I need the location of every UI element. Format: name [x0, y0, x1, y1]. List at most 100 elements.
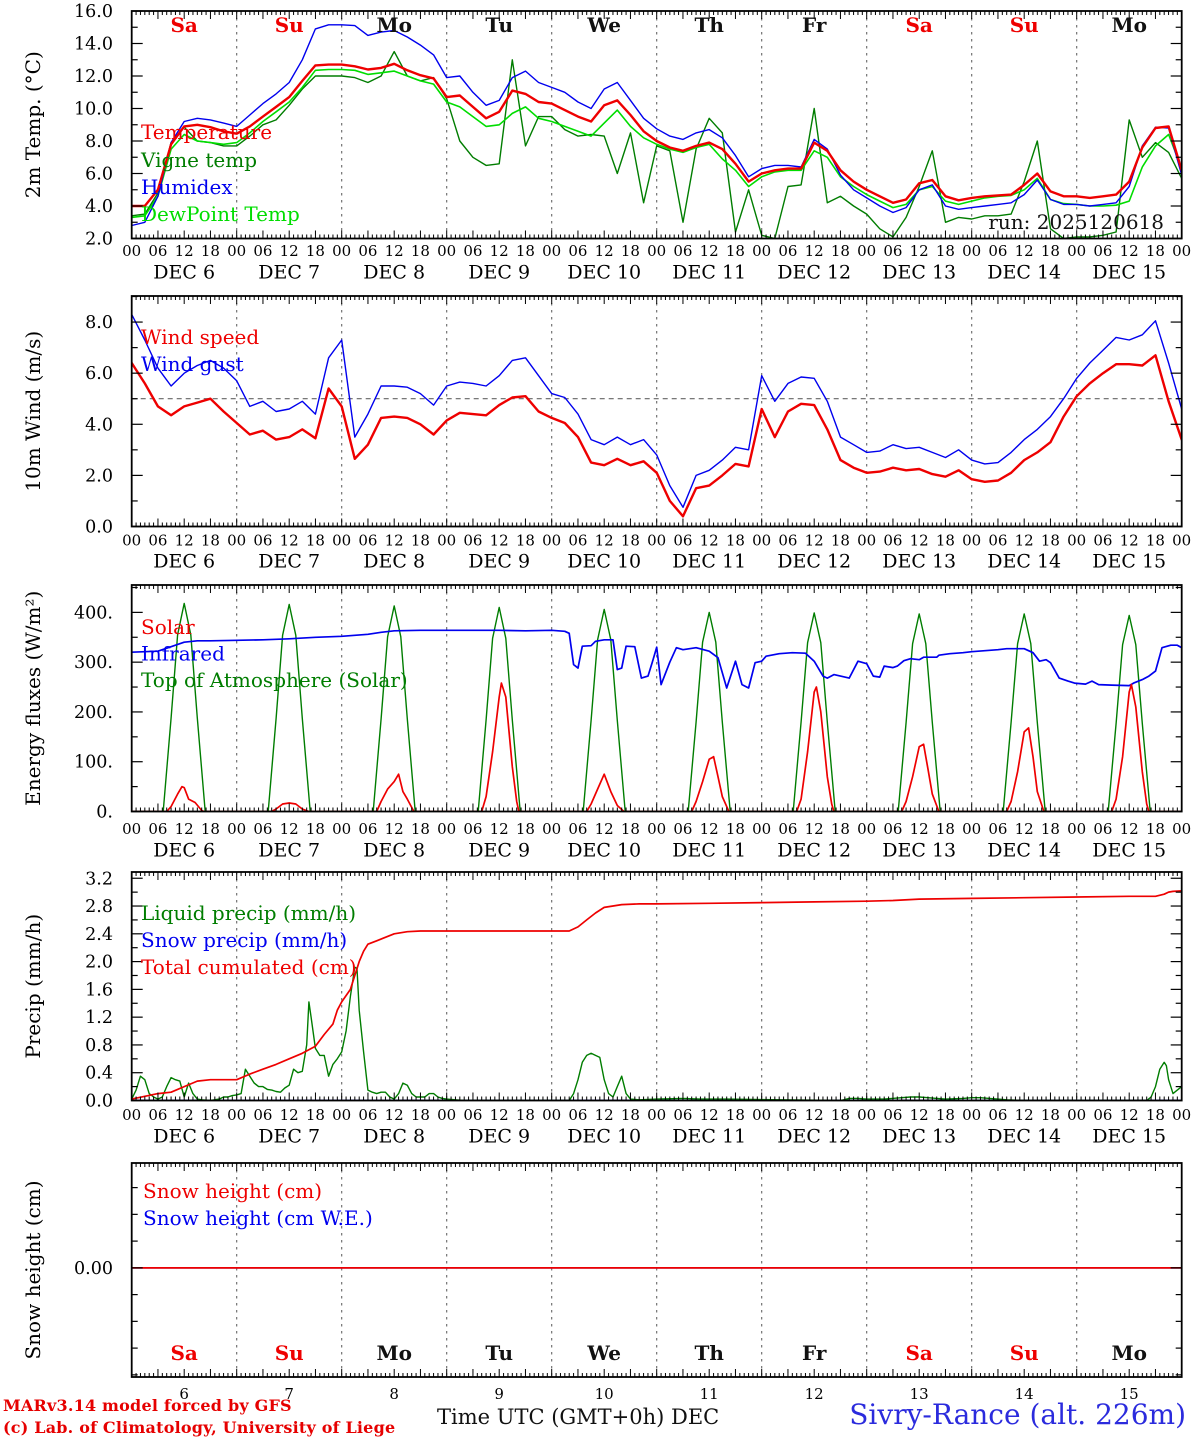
hour-label: 18 — [516, 242, 535, 260]
ytick-label: 1.2 — [85, 1008, 113, 1028]
hour-label: 06 — [568, 532, 587, 550]
date-label: DEC 14 — [987, 262, 1061, 284]
hour-label: 18 — [516, 1106, 535, 1124]
ytick-label: 3.2 — [85, 869, 113, 889]
date-label: DEC 11 — [672, 262, 746, 284]
hour-label: 06 — [463, 532, 482, 550]
day-number-label: 15 — [1120, 1385, 1139, 1403]
panel-precip: 3.2 2.8 2.4 2.0 1.6 1.2 0.8 0.4 0.0 Precip (mm/h)… — [21, 869, 1191, 1147]
day-number-label: 11 — [700, 1385, 719, 1403]
hour-label: 06 — [463, 242, 482, 260]
hour-label: 12 — [1120, 1106, 1139, 1124]
hour-label: 18 — [1146, 242, 1165, 260]
legend-snow-1: Snow height (cm W.E.) — [143, 1206, 373, 1230]
hour-label: 12 — [595, 820, 614, 838]
hour-label: 12 — [700, 820, 719, 838]
series-temperature — [131, 62, 1182, 208]
date-label: DEC 8 — [363, 551, 425, 573]
hour-label: 00 — [542, 242, 561, 260]
date-label: DEC 15 — [1092, 262, 1166, 284]
hour-label: 06 — [148, 242, 167, 260]
weekday-label: Fr — [802, 1341, 827, 1365]
hour-label: 18 — [201, 820, 220, 838]
series-liquid-precip — [131, 966, 1182, 1101]
hour-label: 00 — [437, 242, 456, 260]
date-label: DEC 12 — [777, 840, 851, 862]
hour-label: 18 — [306, 1106, 325, 1124]
day-number-label: 14 — [1015, 1385, 1034, 1403]
hour-label: 06 — [358, 1106, 377, 1124]
ytick-label: 14.0 — [74, 35, 113, 55]
hour-label: 00 — [1172, 242, 1191, 260]
date-label: DEC 7 — [258, 840, 320, 862]
hour-label: 18 — [306, 532, 325, 550]
ytick-label: 0.4 — [85, 1064, 113, 1084]
hour-label: 00 — [332, 1106, 351, 1124]
weekday-label: Su — [275, 1341, 304, 1365]
hour-label: 06 — [1093, 820, 1112, 838]
y-axis-title-energy: Energy fluxes (W/m²) — [21, 591, 45, 806]
hour-label: 12 — [490, 1106, 509, 1124]
hour-label: 12 — [805, 820, 824, 838]
hour-label: 12 — [700, 532, 719, 550]
date-label: DEC 15 — [1092, 840, 1166, 862]
hour-label: 00 — [332, 820, 351, 838]
date-label: DEC 6 — [153, 262, 215, 284]
hour-label: 06 — [988, 242, 1007, 260]
hour-label: 00 — [332, 532, 351, 550]
hour-label: 06 — [253, 242, 272, 260]
hour-label: 18 — [411, 1106, 430, 1124]
ytick-label: 10.0 — [74, 100, 113, 120]
hour-label: 18 — [201, 242, 220, 260]
date-label: DEC 13 — [882, 551, 956, 573]
hour-label: 12 — [700, 1106, 719, 1124]
hour-label: 00 — [1067, 820, 1086, 838]
station-label: Sivry-Rance (alt. 226m) — [849, 1398, 1186, 1431]
weekday-label: Tu — [485, 1341, 513, 1365]
legend-energy-0: Solar — [141, 615, 195, 639]
ytick-label: 16.0 — [74, 2, 113, 22]
date-label: DEC 14 — [987, 1126, 1061, 1148]
hour-label: 12 — [385, 532, 404, 550]
date-label: DEC 9 — [468, 551, 530, 573]
hour-label: 18 — [1146, 532, 1165, 550]
date-label: DEC 8 — [363, 262, 425, 284]
ytick-label: 400. — [74, 603, 113, 623]
series-vigne-temp — [131, 50, 1182, 239]
hour-label: 12 — [910, 242, 929, 260]
footer-model-credit: MARv3.14 model forced by GFS — [3, 1396, 292, 1415]
weekday-label: Sa — [905, 13, 932, 37]
hour-label: 00 — [857, 242, 876, 260]
hour-label: 12 — [805, 242, 824, 260]
ytick-label: 8.0 — [85, 313, 113, 333]
series-wind-gust — [131, 313, 1182, 508]
hour-label: 06 — [253, 820, 272, 838]
hour-label: 00 — [122, 242, 141, 260]
date-label: DEC 12 — [777, 551, 851, 573]
ytick-label: 2.8 — [85, 897, 113, 917]
hour-label: 12 — [175, 532, 194, 550]
hour-label: 00 — [542, 820, 561, 838]
y-axis-title-snow: Snow height (cm) — [21, 1180, 45, 1359]
hour-label: 18 — [726, 820, 745, 838]
energy-series — [131, 602, 1182, 812]
date-label: DEC 9 — [468, 840, 530, 862]
hour-label: 00 — [122, 1106, 141, 1124]
panel-temperature: 16.0 14.0 12.0 10.0 8.0 6.0 4.0 2.0 2m Temp. (°C… — [21, 2, 1191, 284]
legend-energy-1: Infrared — [141, 642, 225, 666]
weekday-label: Th — [694, 13, 724, 37]
footer-lab-credit: (c) Lab. of Climatology, University of L… — [3, 1418, 396, 1437]
hour-label: 06 — [568, 820, 587, 838]
hour-label: 12 — [1015, 242, 1034, 260]
date-label: DEC 12 — [777, 1126, 851, 1148]
hour-label: 18 — [936, 820, 955, 838]
weekday-label: Su — [275, 13, 304, 37]
date-label: DEC 11 — [672, 840, 746, 862]
ytick-label: 4.0 — [85, 197, 113, 217]
series-humidex — [131, 24, 1182, 227]
hour-label: 06 — [463, 1106, 482, 1124]
hour-label: 00 — [962, 532, 981, 550]
hour-label: 06 — [673, 820, 692, 838]
hour-label: 00 — [647, 532, 666, 550]
